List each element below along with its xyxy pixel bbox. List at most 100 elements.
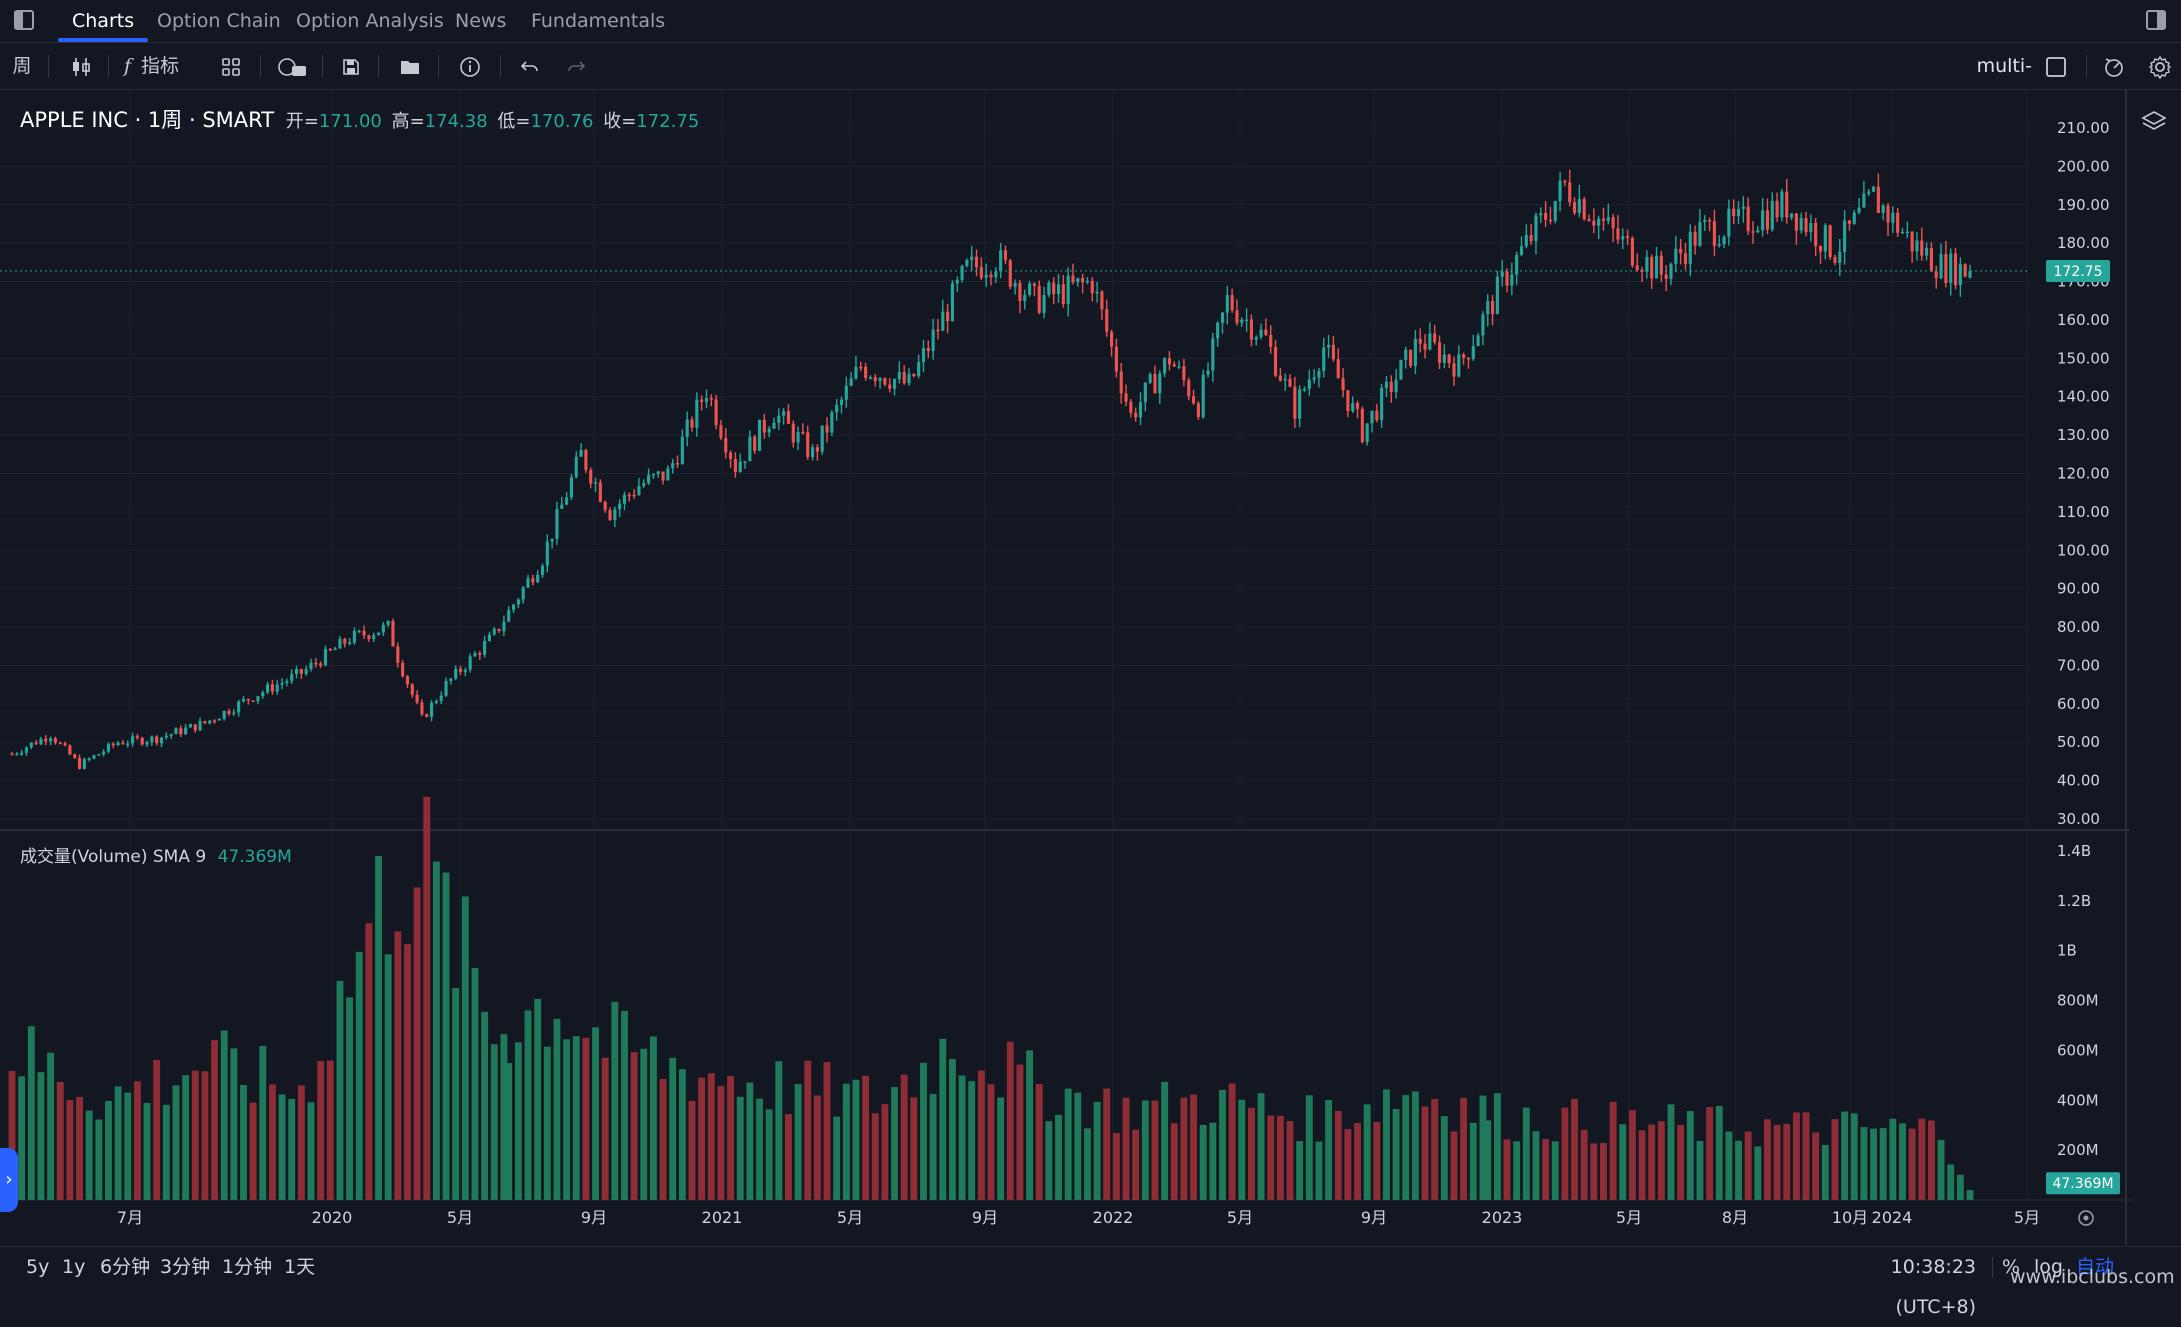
volume-bar bbox=[765, 1109, 773, 1200]
volume-bar bbox=[939, 1038, 947, 1200]
candle-body bbox=[791, 423, 795, 443]
candle-body bbox=[1963, 264, 1967, 277]
settings-gear-icon[interactable] bbox=[2146, 49, 2174, 83]
price-tick-label: 100.00 bbox=[2057, 541, 2110, 559]
candle-body bbox=[401, 662, 405, 677]
candle-body bbox=[1153, 374, 1157, 394]
volume-bar bbox=[326, 1060, 334, 1200]
folder-icon[interactable] bbox=[396, 49, 424, 83]
auto-toggle[interactable]: 自动 bbox=[2076, 1256, 2115, 1278]
volume-bar bbox=[1918, 1118, 1926, 1200]
candle-body bbox=[757, 419, 762, 451]
volume-bar bbox=[1286, 1121, 1294, 1200]
candle-body bbox=[150, 736, 154, 743]
chart-area[interactable]: 210.00200.00190.00180.00170.00160.00150.… bbox=[0, 90, 2181, 1245]
multi-chart-checkbox[interactable] bbox=[2044, 49, 2068, 83]
tab-fundamentals[interactable]: Fundamentals bbox=[531, 10, 666, 32]
candle-body bbox=[1626, 236, 1630, 238]
candle-body bbox=[1163, 358, 1167, 374]
volume-bar bbox=[1532, 1131, 1540, 1200]
tab-option-chain[interactable]: Option Chain bbox=[157, 10, 281, 32]
redo-icon[interactable] bbox=[562, 49, 590, 83]
candle-body bbox=[1968, 270, 1972, 278]
volume-bar bbox=[1706, 1107, 1714, 1200]
candle-body bbox=[1558, 180, 1562, 201]
candle-body bbox=[184, 727, 188, 735]
info-icon[interactable] bbox=[456, 49, 484, 83]
candle-body bbox=[1240, 319, 1244, 323]
log-toggle[interactable]: log bbox=[2034, 1256, 2063, 1278]
candle-body bbox=[338, 638, 342, 649]
volume-bar bbox=[95, 1119, 103, 1200]
tab-charts[interactable]: Charts bbox=[72, 10, 135, 32]
candle-body bbox=[540, 565, 545, 575]
candle-body bbox=[1862, 193, 1866, 208]
alert-icon[interactable] bbox=[2100, 49, 2128, 83]
candle-body bbox=[695, 399, 699, 428]
volume-bar bbox=[8, 1070, 16, 1200]
undo-icon[interactable] bbox=[516, 49, 544, 83]
candle-body bbox=[29, 742, 33, 748]
candle-body bbox=[1871, 186, 1876, 192]
range-button[interactable]: 5y bbox=[26, 1256, 50, 1278]
chart-type-icon[interactable] bbox=[66, 49, 96, 83]
range-button[interactable]: 1分钟 bbox=[222, 1256, 273, 1278]
candle-body bbox=[487, 634, 492, 642]
volume-bar bbox=[182, 1075, 190, 1200]
candle-body bbox=[20, 752, 24, 755]
right-panel-toggle-icon[interactable] bbox=[2144, 8, 2168, 32]
candle-body bbox=[1293, 386, 1297, 419]
candle-body bbox=[531, 578, 535, 583]
volume-bar bbox=[249, 1102, 257, 1200]
candle-body bbox=[1462, 354, 1466, 358]
candle-body bbox=[1490, 301, 1495, 315]
candle-body bbox=[1896, 212, 1900, 233]
save-icon[interactable] bbox=[338, 49, 364, 83]
layers-icon[interactable] bbox=[2140, 108, 2168, 136]
candle-body bbox=[598, 482, 602, 502]
volume-bar bbox=[394, 931, 402, 1200]
expand-sidebar-handle[interactable]: › bbox=[0, 1148, 18, 1212]
candle-body bbox=[685, 419, 689, 437]
candle-body bbox=[1510, 274, 1514, 286]
volume-bar bbox=[1479, 1095, 1487, 1200]
range-button[interactable]: 6分钟 bbox=[100, 1256, 151, 1278]
candle-body bbox=[73, 754, 77, 758]
interval-selector[interactable]: 周 bbox=[12, 55, 32, 77]
volume-bar bbox=[220, 1030, 228, 1200]
candle-body bbox=[1519, 246, 1524, 255]
compare-symbol-icon[interactable] bbox=[274, 49, 310, 83]
volume-bar bbox=[871, 1113, 879, 1200]
range-button[interactable]: 3分钟 bbox=[160, 1256, 211, 1278]
volume-tick-label: 800M bbox=[2057, 992, 2099, 1010]
candle-body bbox=[970, 256, 974, 261]
percent-toggle[interactable]: % bbox=[2002, 1256, 2021, 1278]
candle-body bbox=[1736, 208, 1741, 217]
candle-body bbox=[1312, 377, 1316, 380]
volume-bar bbox=[1093, 1101, 1101, 1200]
layout-grid-icon[interactable] bbox=[216, 49, 246, 83]
candle-body bbox=[1471, 346, 1475, 360]
candle-body bbox=[1249, 319, 1253, 340]
time-axis-settings-icon[interactable] bbox=[2076, 1208, 2096, 1228]
range-button[interactable]: 1天 bbox=[284, 1256, 316, 1278]
candle-body bbox=[444, 681, 448, 696]
time-tick-label: 9月 bbox=[581, 1208, 607, 1227]
range-button[interactable]: 1y bbox=[62, 1256, 86, 1278]
candle-body bbox=[1722, 236, 1726, 245]
indicators-button[interactable]: f 指标 bbox=[124, 49, 196, 83]
candle-body bbox=[854, 366, 858, 379]
volume-bar bbox=[1247, 1107, 1255, 1200]
left-panel-toggle-icon[interactable] bbox=[12, 8, 36, 32]
tab-news[interactable]: News bbox=[455, 10, 507, 32]
candle-body bbox=[719, 425, 723, 438]
price-chart[interactable]: 210.00200.00190.00180.00170.00160.00150.… bbox=[0, 90, 2181, 1245]
volume-bar bbox=[1927, 1120, 1935, 1200]
time-tick-label: 5月 bbox=[1616, 1208, 1642, 1227]
volume-legend: 成交量(Volume) SMA 9 47.369M bbox=[20, 842, 292, 867]
tab-option-analysis[interactable]: Option Analysis bbox=[296, 10, 444, 32]
candle-body bbox=[1809, 222, 1813, 233]
volume-bar bbox=[910, 1097, 918, 1200]
volume-bar bbox=[756, 1098, 763, 1200]
candle-body bbox=[299, 669, 303, 674]
